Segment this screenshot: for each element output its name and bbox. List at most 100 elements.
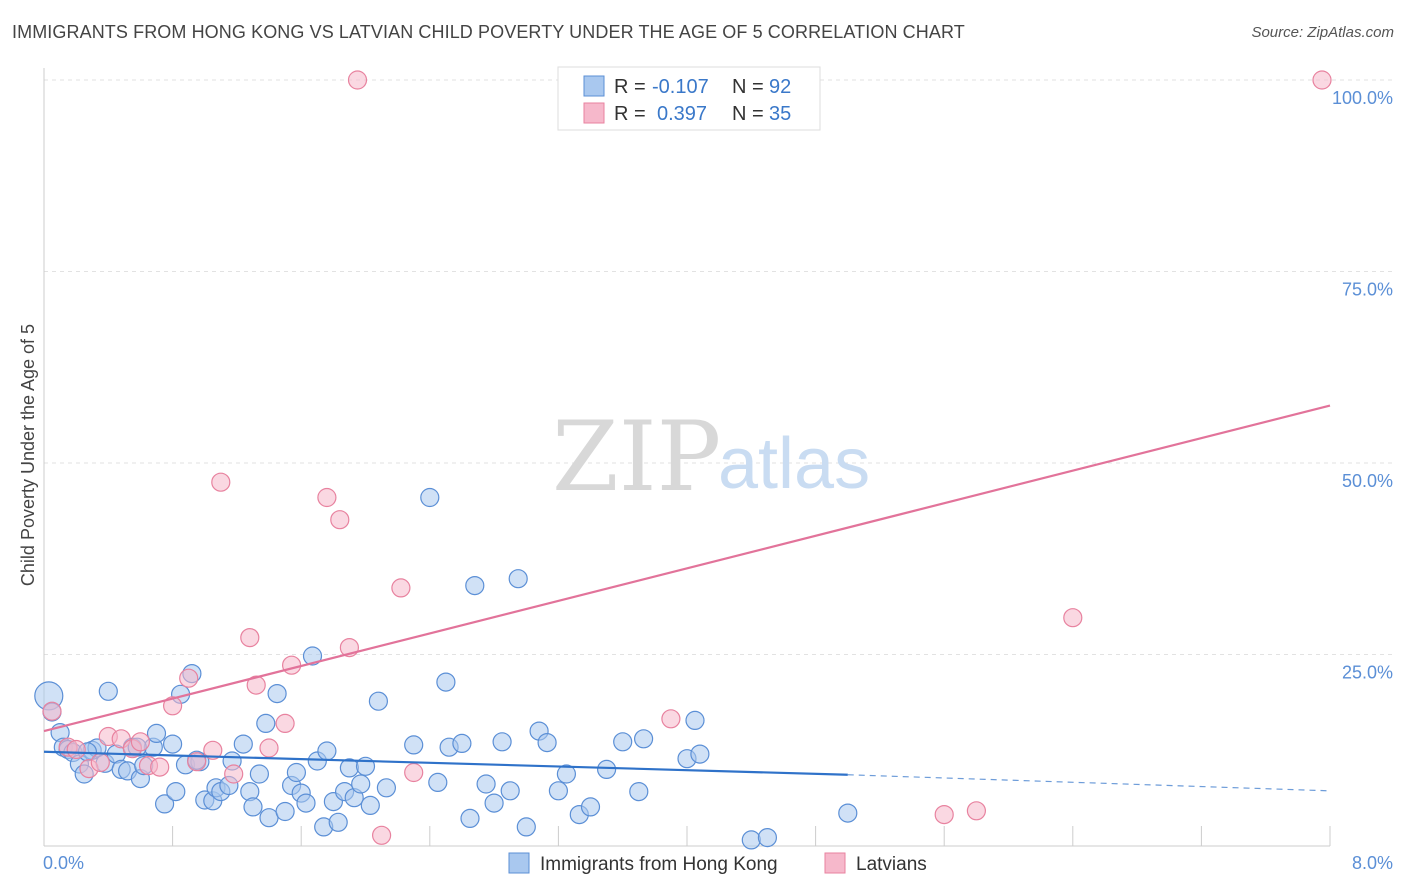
latvian-point [150, 757, 170, 777]
latvian-point [282, 655, 302, 675]
watermark-zip: ZIP [552, 401, 721, 513]
hongkong-point [155, 794, 175, 814]
hongkong-point [436, 672, 456, 692]
hongkong-point [286, 762, 306, 783]
watermark: ZIP atlas [552, 401, 870, 513]
hongkong-point [596, 759, 617, 780]
latvian-point [211, 472, 231, 492]
hongkong-point [275, 801, 295, 822]
hongkong-point [629, 781, 649, 802]
hongkong-trend-line [43, 750, 848, 776]
y-tick-label-0: 25.0% [1342, 663, 1393, 683]
hongkong-point [460, 808, 480, 829]
latvian-point [163, 696, 183, 716]
legend-r-value-2: 0.397 [657, 103, 707, 125]
hongkong-point [296, 793, 316, 813]
legend-swatch-series-2 [824, 852, 846, 874]
latvian-point [661, 709, 681, 729]
hongkong-point [404, 735, 424, 755]
hongkong-point [465, 575, 485, 596]
watermark-atlas: atlas [718, 424, 870, 504]
chart-title: IMMIGRANTS FROM HONG KONG VS LATVIAN CHI… [12, 22, 965, 42]
trend-lines [43, 404, 1331, 792]
x-tick-label-0: 0.0% [43, 853, 84, 873]
hongkong-point [249, 764, 269, 784]
latvian-point [224, 764, 244, 784]
hongkong-point [516, 817, 536, 837]
latvian-point [275, 713, 295, 734]
hongkong-point [757, 827, 778, 848]
grid-lines [44, 79, 1392, 655]
hongkong-point [838, 803, 858, 823]
y-tick-label-3: 100.0% [1332, 88, 1393, 108]
latvian-point [966, 801, 987, 821]
latvian-point [391, 578, 411, 598]
hongkong-point [302, 646, 323, 666]
axes [43, 68, 1331, 847]
hongkong-point [328, 812, 348, 832]
hongkong-point [267, 683, 287, 704]
latvian-point [317, 487, 337, 508]
latvian-point [934, 804, 954, 825]
hongkong-point [484, 793, 504, 813]
hongkong-point [508, 569, 528, 589]
latvian-trend-line [43, 404, 1331, 733]
legend-series-2: Latvians [856, 854, 927, 875]
latvian-point [1312, 70, 1332, 90]
hongkong-point [233, 734, 253, 754]
legend-series-1: Immigrants from Hong Kong [540, 854, 778, 875]
latvian-point [347, 70, 368, 90]
data-points [34, 70, 1332, 850]
legend-n-label-2: N = [732, 103, 764, 125]
legend-r-value-1: -0.107 [652, 76, 709, 98]
latvian-point [66, 739, 86, 760]
hongkong-trend-extension [847, 774, 1331, 792]
latvian-point [259, 738, 279, 758]
hongkong-point [580, 797, 601, 817]
hongkong-point [420, 487, 440, 508]
latvian-point [42, 701, 62, 721]
hongkong-point [243, 797, 263, 817]
hongkong-point [376, 778, 396, 798]
hongkong-point [556, 764, 577, 784]
hongkong-point [256, 713, 276, 734]
latvian-point [404, 762, 424, 783]
hongkong-point [476, 774, 496, 794]
correlation-legend: R = -0.107 N = 92 R = 0.397 N = 35 [557, 66, 821, 131]
hongkong-point [166, 781, 186, 802]
hongkong-point [492, 732, 512, 752]
hongkong-point [368, 691, 388, 711]
legend-swatch-series-1 [508, 852, 530, 874]
hongkong-point [317, 741, 337, 761]
hongkong-point [690, 744, 710, 764]
hongkong-point [360, 795, 380, 816]
y-axis-label: Child Poverty Under the Age of 5 [18, 324, 38, 586]
latvian-point [90, 752, 110, 773]
legend-n-label-1: N = [732, 76, 764, 98]
latvian-point [1063, 608, 1083, 628]
hongkong-point [537, 732, 557, 753]
x-tick-labels: 0.0% 8.0% [43, 853, 1393, 873]
hongkong-point [146, 723, 167, 744]
hongkong-point [500, 781, 520, 801]
hongkong-point [741, 830, 761, 850]
legend-n-value-2: 35 [769, 103, 791, 125]
y-tick-label-1: 50.0% [1342, 471, 1393, 491]
y-tick-label-2: 75.0% [1342, 280, 1393, 300]
latvian-point [203, 740, 223, 760]
hongkong-point [452, 733, 472, 754]
hongkong-point [685, 710, 705, 731]
latvian-point [372, 825, 392, 845]
legend-r-label-1: R = [614, 76, 646, 98]
legend-r-label-2: R = [614, 103, 646, 125]
latvian-point [330, 510, 350, 530]
hongkong-point [98, 681, 118, 701]
hongkong-point [613, 732, 633, 752]
y-tick-labels: 25.0% 50.0% 75.0% 100.0% [1332, 88, 1393, 683]
latvian-point [240, 627, 260, 648]
series-legend: Immigrants from Hong Kong Latvians [508, 852, 927, 875]
hongkong-point [633, 729, 654, 749]
hongkong-point [163, 734, 183, 754]
latvian-point [130, 732, 150, 752]
